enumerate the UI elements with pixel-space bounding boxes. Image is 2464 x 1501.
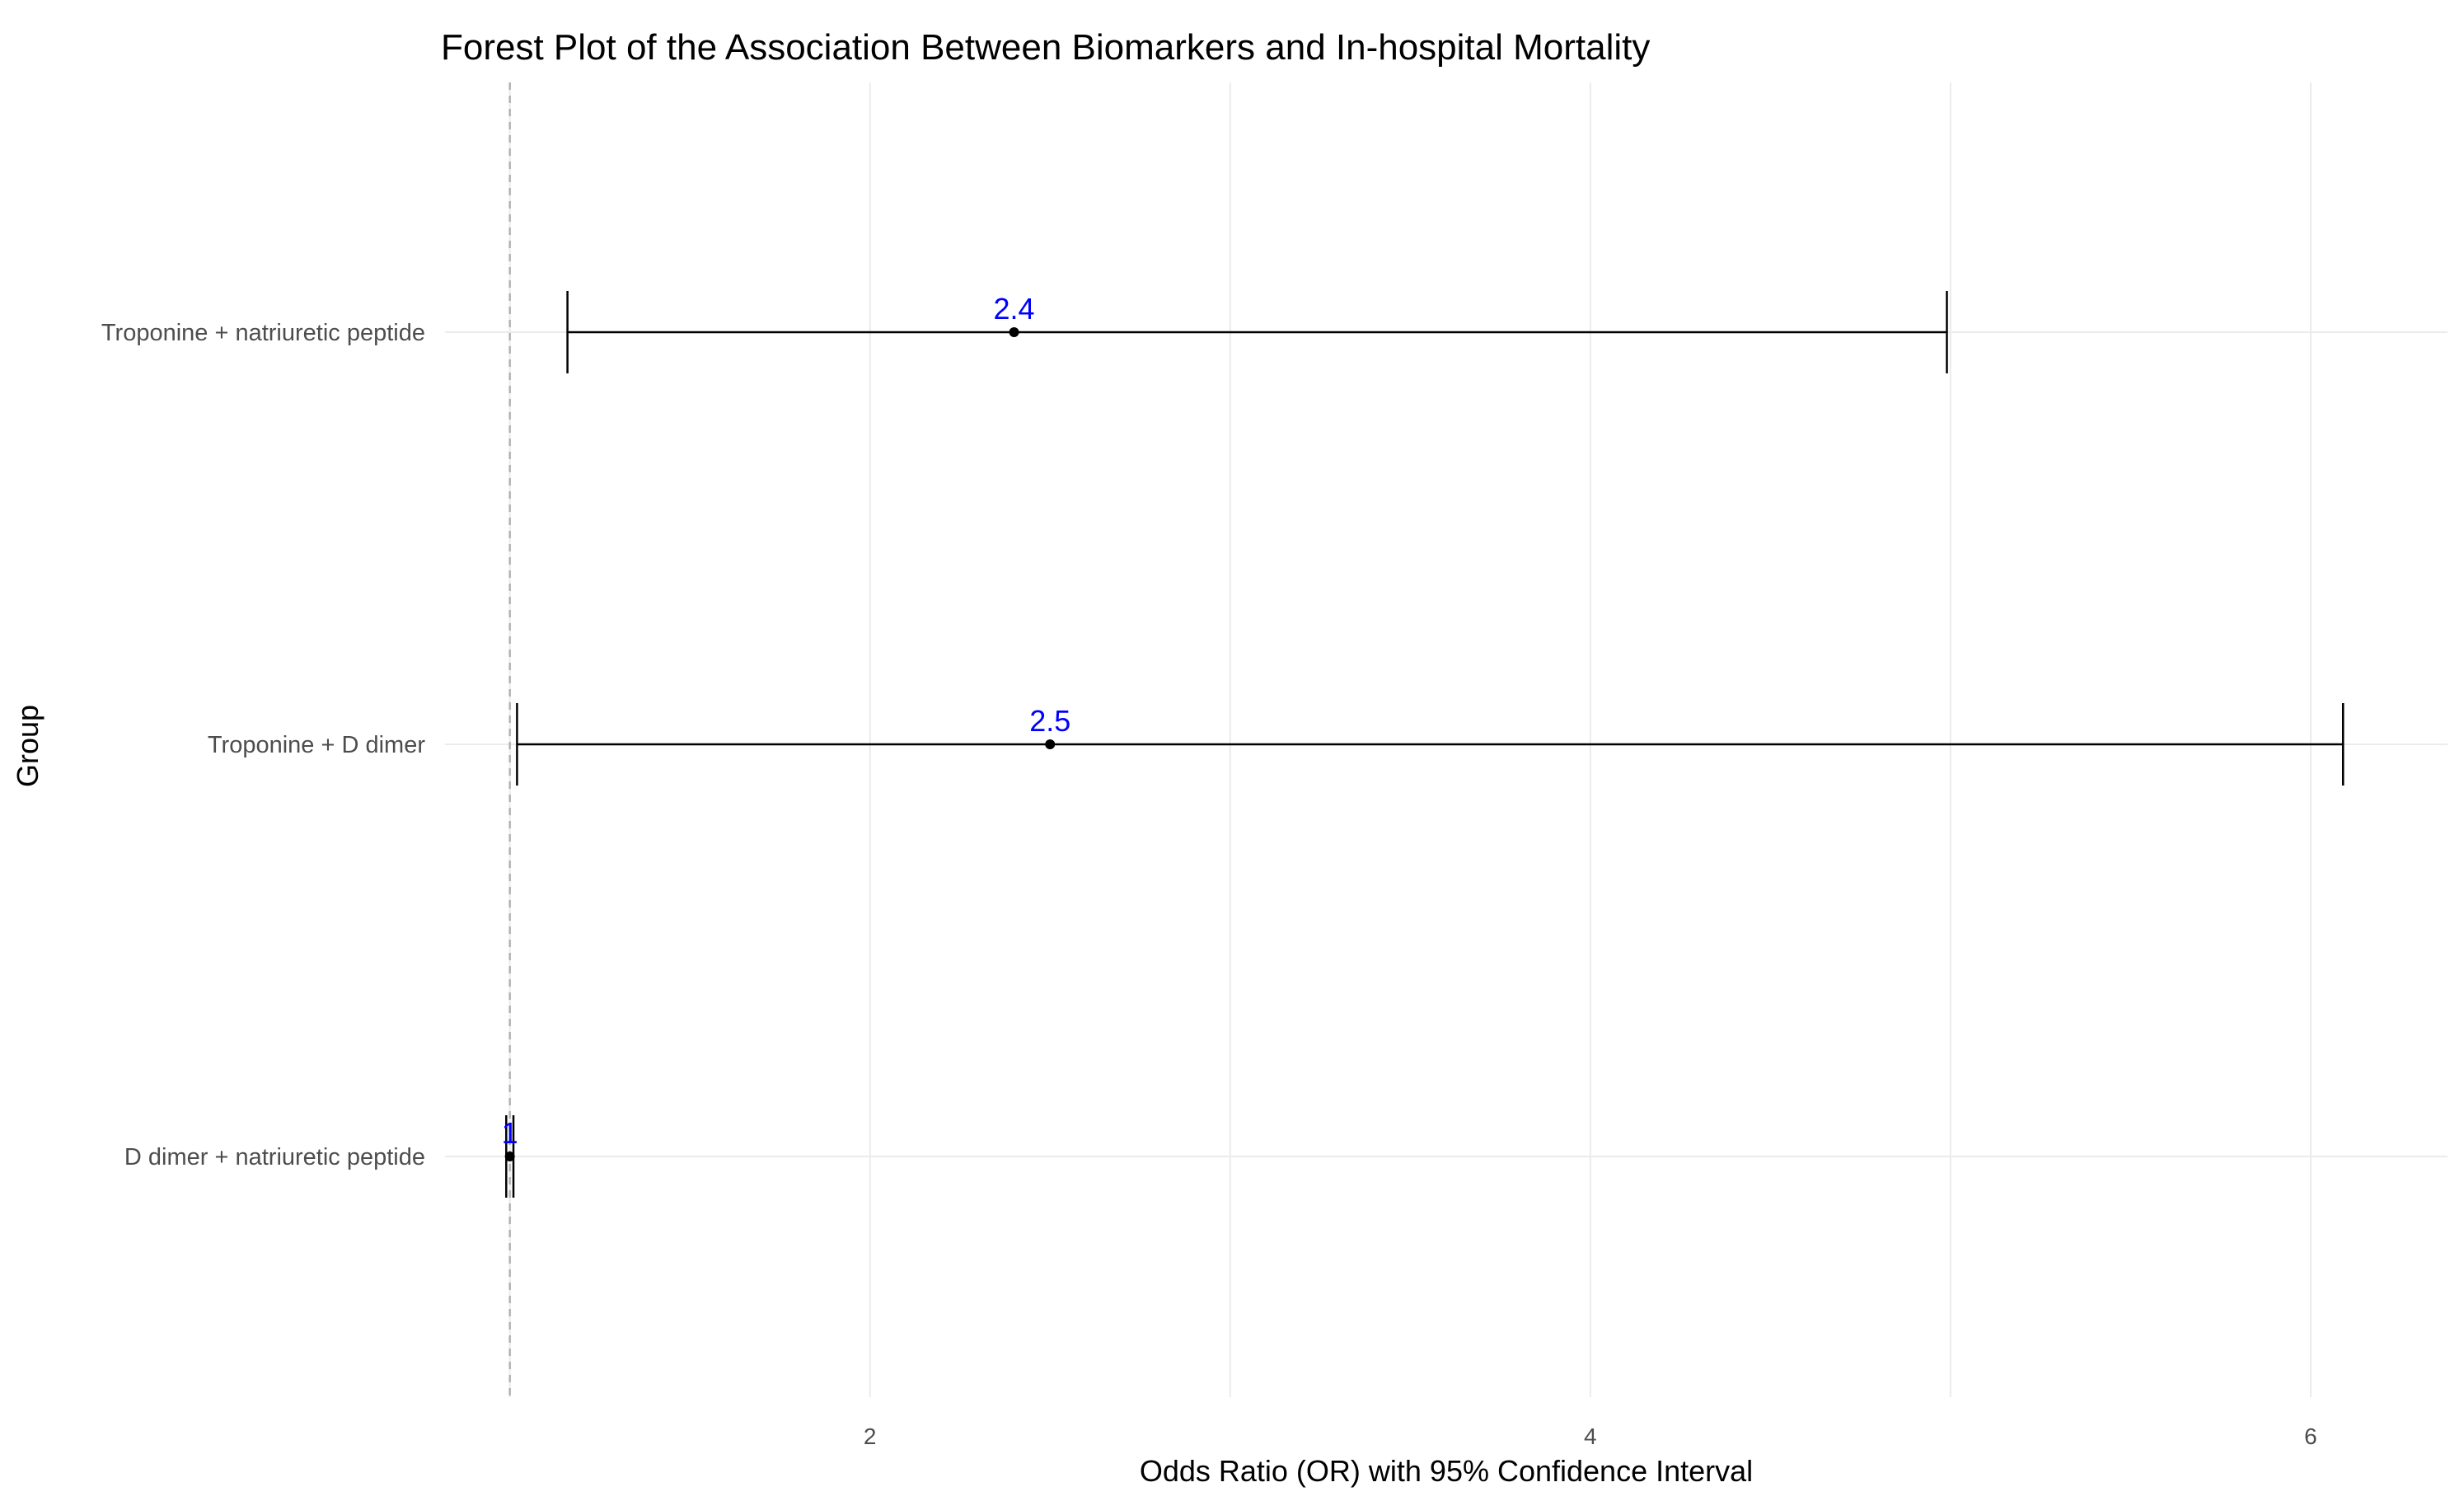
x-tick-label: 4 <box>1584 1424 1597 1449</box>
point-layer <box>504 327 1056 1161</box>
errorbar-layer <box>505 291 2345 1198</box>
chart-title: Forest Plot of the Association Between B… <box>441 27 1650 68</box>
x-tick-label: 6 <box>2304 1424 2317 1449</box>
estimate-point <box>1045 739 1056 749</box>
estimate-point <box>1009 327 1019 337</box>
estimate-label: 2.4 <box>994 292 1035 326</box>
x-axis-title: Odds Ratio (OR) with 95% Confidence Inte… <box>1140 1454 1753 1488</box>
x-tick-label: 2 <box>864 1424 877 1449</box>
estimate-label: 2.5 <box>1029 704 1070 738</box>
y-tick-label: Troponine + D dimer <box>208 732 425 758</box>
grid-lines <box>445 82 2448 1397</box>
y-tick-label: D dimer + natriuretic peptide <box>124 1144 425 1170</box>
y-axis-title: Group <box>11 705 45 787</box>
y-tick-label: Troponine + natriuretic peptide <box>101 320 425 346</box>
tick-label-layer: Troponine + natriuretic peptide Troponine… <box>101 320 2317 1449</box>
estimate-point <box>504 1152 515 1161</box>
data-label-layer: 2.4 2.5 1 <box>502 292 1071 1150</box>
estimate-label: 1 <box>502 1116 518 1150</box>
